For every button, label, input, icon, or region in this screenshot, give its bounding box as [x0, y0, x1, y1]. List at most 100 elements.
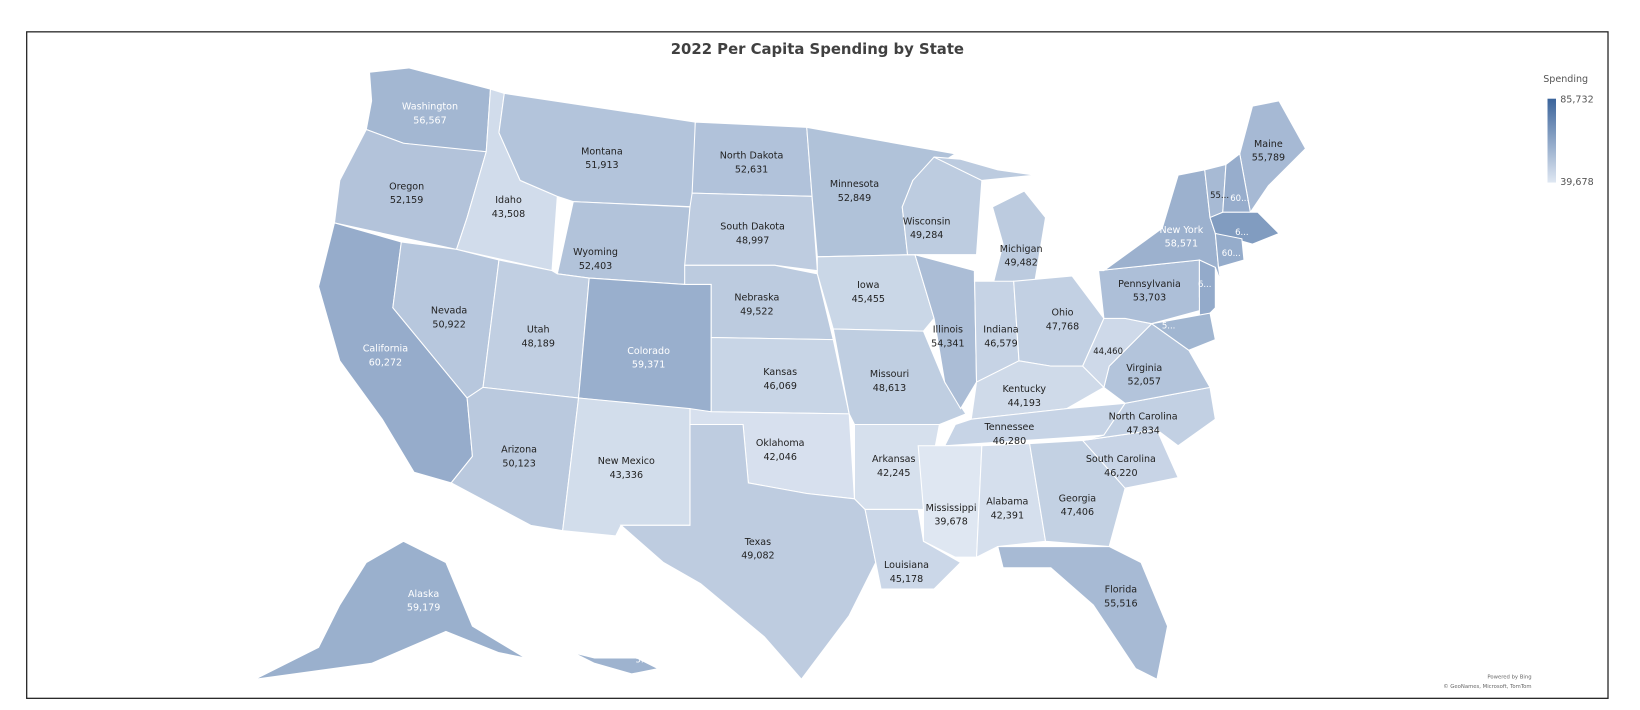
state-value: 6... — [1198, 280, 1212, 290]
state-value: 49,522 — [740, 307, 773, 318]
legend-min-label: 39,678 — [1560, 177, 1593, 188]
state-name: Oklahoma — [756, 438, 805, 449]
state-value: 60... — [1230, 194, 1249, 204]
state-value: 50,123 — [502, 458, 535, 469]
state-name: Iowa — [857, 280, 879, 291]
state-value: 44,193 — [1008, 398, 1041, 409]
state-value: 39,678 — [934, 517, 967, 528]
state-value: 45,178 — [890, 574, 923, 585]
state-name: Montana — [581, 146, 623, 157]
state-name: South Dakota — [720, 222, 785, 233]
state-value: 44,460 — [1093, 347, 1123, 357]
state-value: 46,220 — [1104, 468, 1137, 479]
state-name: Nebraska — [734, 293, 779, 304]
state-name: Louisiana — [884, 560, 929, 571]
state-name: Kentucky — [1003, 384, 1047, 395]
state-name: Illinois — [933, 325, 963, 336]
state-value: 5... — [1162, 321, 1176, 331]
state-name: Florida — [1105, 585, 1137, 596]
chart-title: 2022 Per Capita Spending by State — [671, 40, 964, 58]
state-value: 48,189 — [522, 338, 555, 349]
state-value: 47,768 — [1046, 321, 1079, 332]
state-value: 42,391 — [991, 510, 1024, 521]
state-value: 43,508 — [492, 209, 525, 220]
state-region — [975, 443, 1047, 559]
state-value: 46,280 — [993, 436, 1026, 447]
state-name: Wyoming — [573, 247, 618, 258]
state-value: 47,406 — [1061, 507, 1094, 518]
state-region — [573, 652, 660, 675]
state-region — [997, 546, 1169, 681]
state-value: 5... — [635, 656, 648, 666]
state-region — [556, 201, 691, 285]
state-value: 52,403 — [579, 261, 612, 272]
legend-max-label: 85,732 — [1560, 94, 1593, 105]
state-value: 60... — [1222, 249, 1241, 259]
state-region — [1150, 312, 1216, 351]
state-region — [254, 540, 526, 680]
state-value: 56,567 — [413, 115, 446, 126]
state-value: 49,482 — [1004, 258, 1037, 269]
state-value: 42,245 — [877, 468, 910, 479]
state-value: 46,579 — [984, 338, 1017, 349]
state-region — [864, 508, 962, 590]
state-value: 47,834 — [1126, 425, 1159, 436]
state-name: Maine — [1254, 139, 1283, 150]
state-name: Tennessee — [984, 422, 1035, 433]
state-value: 55... — [1210, 191, 1229, 201]
state-region — [1214, 232, 1245, 269]
state-region — [901, 156, 983, 256]
state-value: 59,371 — [632, 360, 665, 371]
state-value: 60,272 — [369, 357, 402, 368]
state-value: 58,571 — [1165, 239, 1198, 250]
state-name: Michigan — [1000, 244, 1043, 255]
labels: Washington 56,567 Oregon 52,159 California 60… — [363, 102, 1285, 666]
state-value: 49,082 — [741, 551, 774, 562]
state-name: Arizona — [501, 444, 537, 455]
state-name: Virginia — [1126, 363, 1162, 374]
state-region — [1028, 439, 1126, 548]
state-name: Kansas — [763, 367, 797, 378]
state-value: 52,159 — [390, 195, 423, 206]
state-value: 42,046 — [763, 452, 796, 463]
state-value: 49,284 — [910, 230, 943, 241]
state-value: 50,922 — [432, 319, 465, 330]
state-name: Idaho — [495, 195, 522, 206]
state-value: 55,789 — [1252, 153, 1285, 164]
state-name: Pennsylvania — [1118, 279, 1181, 290]
state-name: Indiana — [983, 325, 1018, 336]
state-name: Ohio — [1051, 308, 1073, 319]
state-name: Texas — [744, 537, 771, 548]
state-name: Missouri — [870, 369, 909, 380]
state-region — [619, 423, 877, 681]
state-name: Colorado — [627, 346, 670, 357]
state-name: Alaska — [408, 589, 439, 600]
state-name: South Carolina — [1086, 454, 1156, 465]
state-name: North Dakota — [720, 151, 784, 162]
state-value: 59,179 — [407, 603, 440, 614]
state-name: California — [363, 344, 408, 355]
state-value: 46,069 — [763, 381, 796, 392]
state-value: 53,703 — [1133, 293, 1166, 304]
state-value: 52,631 — [735, 164, 768, 175]
legend-gradient — [1547, 98, 1557, 183]
state-region — [832, 328, 967, 426]
attribution: Powered by Bing — [1487, 675, 1531, 681]
state-name: Utah — [527, 325, 550, 336]
state-name: Georgia — [1059, 493, 1096, 504]
state-value: 48,997 — [736, 235, 769, 246]
state-name: Alabama — [986, 496, 1028, 507]
state-value: 52,849 — [838, 193, 871, 204]
state-name: Nevada — [431, 305, 467, 316]
state-value: 51,913 — [585, 160, 618, 171]
state-value: 55,516 — [1104, 598, 1137, 609]
state-value: 45,455 — [852, 294, 885, 305]
attribution: © GeoNames, Microsoft, TomTom — [1443, 683, 1531, 690]
state-name: New York — [1160, 225, 1204, 236]
state-value: 43,336 — [610, 470, 643, 481]
state-value: 54,341 — [931, 338, 964, 349]
state-name: Mississippi — [926, 503, 977, 514]
state-name: Wisconsin — [903, 216, 951, 227]
